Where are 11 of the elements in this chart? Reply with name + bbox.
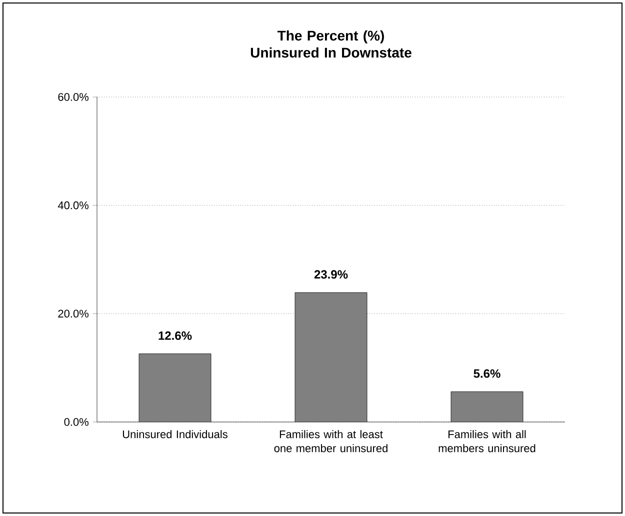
y-tick-label: 40.0%: [58, 201, 88, 210]
x-tick-label: Uninsured Individuals: [122, 430, 228, 438]
x-tick-label: Families with all members uninsured: [438, 430, 536, 452]
y-tick-label: 60.0%: [58, 93, 88, 101]
data-label: 23.9%: [314, 270, 348, 279]
x-tick-label: Families with at least one member uninsured: [274, 430, 388, 452]
chart-title: The Percent (%) Uninsured In Downstate: [250, 30, 412, 58]
data-label: 5.6%: [474, 369, 500, 378]
y-tick-label: 20.0%: [58, 310, 88, 318]
y-tick-label: 0.0%: [64, 418, 88, 426]
data-label: 12.6%: [158, 331, 192, 340]
